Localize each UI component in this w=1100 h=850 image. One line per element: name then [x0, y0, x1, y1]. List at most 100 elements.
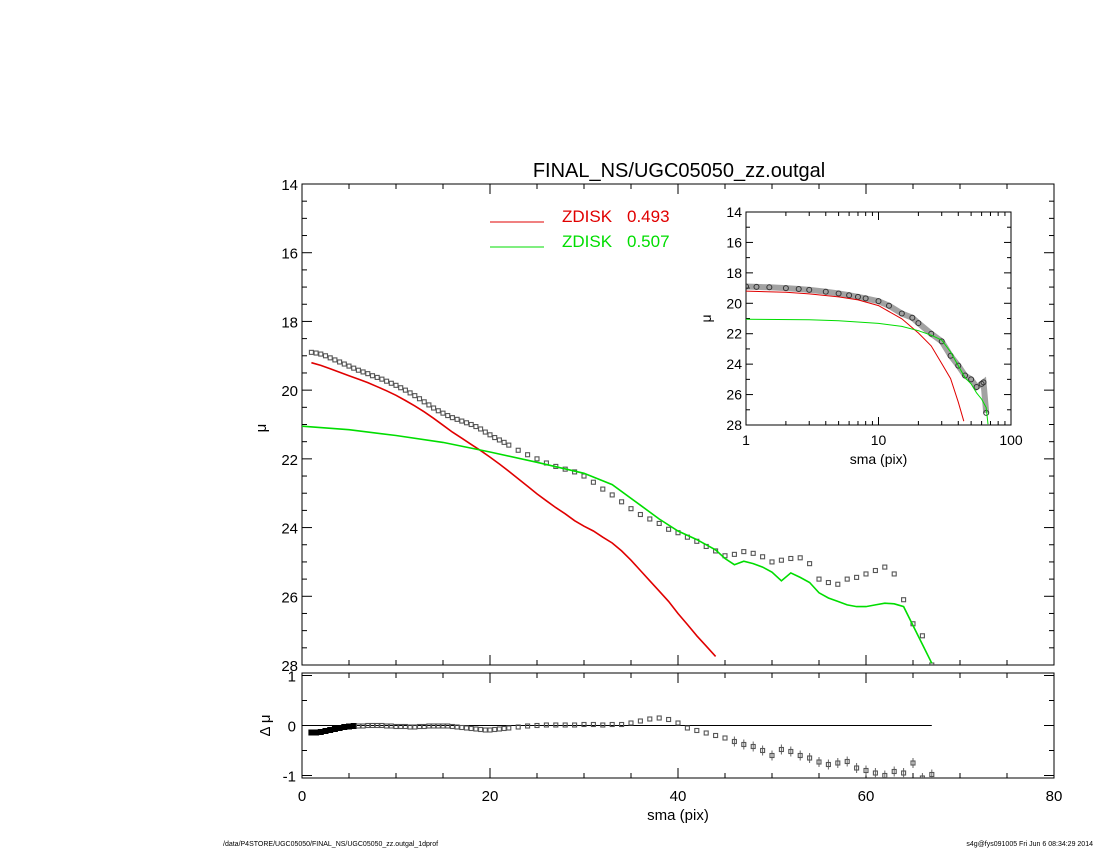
main-data-point: [379, 376, 385, 382]
footer-timestamp: s4g@fys091005 Fri Jun 6 08:34:29 2014: [966, 841, 1093, 848]
inset-data-point: [938, 338, 945, 345]
resid-data-point: [835, 760, 841, 766]
main-data-point: [440, 410, 446, 416]
main-data-point: [750, 550, 756, 556]
main-data-point: [515, 447, 521, 453]
main-y-tick-label: 24: [281, 521, 298, 538]
main-data-point: [407, 390, 413, 396]
main-data-point: [332, 357, 338, 363]
resid-data-point: [609, 721, 615, 728]
main-data-point: [609, 492, 615, 498]
resid-data-point: [807, 755, 813, 761]
x-axis-label: sma (pix): [647, 807, 709, 824]
main-series-line-1: [311, 361, 717, 657]
main-y-tick-label: 14: [281, 177, 298, 194]
resid-data-point: [525, 723, 531, 729]
resid-data-point: [553, 722, 559, 728]
resid-data-point: [572, 722, 578, 728]
resid-data-point: [393, 723, 399, 730]
inset-data-point: [835, 290, 842, 297]
main-y-tick-label: 28: [281, 658, 298, 675]
main-plot-area: [302, 349, 935, 665]
resid-data-point: [656, 715, 662, 721]
main-data-point: [360, 369, 366, 375]
resid-data-point: [515, 724, 521, 730]
resid-data-point: [501, 725, 507, 732]
main-data-point: [445, 413, 451, 419]
main-data-point: [468, 421, 474, 428]
main-data-point: [901, 597, 907, 603]
inset-x-axis-label: sma (pix): [850, 451, 908, 467]
resid-data-point: [379, 722, 385, 729]
main-data-point: [637, 511, 643, 518]
resid-data-point: [355, 723, 361, 729]
main-data-point: [656, 520, 662, 526]
legend: ZDISK 0.493 ZDISK 0.507: [490, 207, 670, 251]
main-data-point: [778, 557, 784, 563]
resid-data-point: [365, 722, 371, 729]
inset-data-point: [973, 383, 980, 390]
inset-log-plot-panel: 14 16 18 20 22 24 26 281 10 100 sma (pix) μ: [698, 204, 1023, 467]
main-data-point: [449, 415, 455, 421]
resid-data-point: [741, 741, 747, 748]
resid-data-point: [750, 743, 756, 750]
resid-data-point: [478, 726, 484, 733]
resid-y-tick-label: 1: [288, 669, 296, 686]
inset-data-point: [846, 292, 853, 299]
main-plot-panel: 14 16 18 20 22 24 26 28 μ: [253, 177, 1055, 675]
resid-data-point: [919, 775, 925, 778]
inset-data-point: [822, 288, 829, 295]
main-data-point: [459, 418, 465, 424]
resid-data-point: [482, 727, 488, 733]
main-y-tick-label: 22: [281, 452, 298, 469]
main-data-point: [369, 373, 376, 379]
resid-data-point: [534, 722, 540, 729]
inset-series-line-2: [746, 318, 989, 425]
inset-data-point: [909, 314, 916, 321]
resid-data-point: [445, 723, 451, 729]
main-data-point: [435, 408, 441, 414]
inset-y-axis-label: μ: [698, 314, 714, 322]
main-data-point: [416, 396, 423, 402]
resid-data-point: [882, 772, 888, 778]
footer-file-path: /data/P4STORE/UGC05050/FINAL_NS/UGC05050…: [223, 841, 439, 848]
resid-data-point: [360, 723, 366, 729]
main-data-point: [384, 378, 390, 384]
inset-data-point: [806, 286, 813, 293]
resid-data-point: [473, 726, 479, 732]
resid-data-point: [407, 724, 413, 730]
main-data-point: [501, 439, 507, 445]
resid-plot-area: [302, 715, 935, 778]
main-data-point: [454, 416, 460, 422]
resid-data-point: [350, 723, 357, 729]
main-data-point: [816, 576, 822, 582]
main-data-point: [308, 349, 314, 355]
resid-data-point: [901, 770, 907, 776]
main-y-tick-label: 26: [281, 589, 298, 606]
resid-data-point: [872, 770, 878, 776]
resid-data-point: [449, 723, 455, 730]
legend-value-1: 0.507: [627, 232, 670, 251]
inset-data-point: [898, 310, 905, 317]
resid-data-point: [666, 716, 672, 723]
resid-data-point: [492, 726, 498, 733]
main-data-point: [341, 361, 347, 367]
main-data-point: [844, 576, 850, 582]
resid-data-point: [619, 721, 625, 728]
main-data-point: [337, 359, 343, 365]
main-data-point: [365, 371, 371, 377]
resid-data-point: [416, 723, 423, 730]
resid-y-axis-label: Δ μ: [257, 714, 274, 736]
resid-data-point: [468, 725, 474, 732]
resid-data-point: [459, 724, 465, 731]
resid-data-point: [675, 720, 681, 726]
resid-data-point: [637, 718, 643, 724]
inset-y-tick-label: 22: [726, 326, 742, 342]
main-data-point: [426, 402, 432, 408]
resid-data-point: [684, 725, 690, 731]
main-y-axis-label: μ: [253, 424, 270, 433]
inset-y-tick-label: 18: [726, 265, 742, 281]
resid-data-point: [374, 722, 380, 729]
resid-data-point: [797, 752, 803, 759]
main-data-point: [487, 432, 493, 438]
